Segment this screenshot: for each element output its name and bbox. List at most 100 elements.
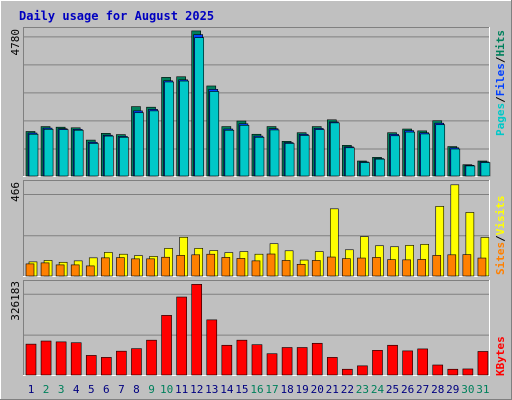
day-label-13: 13: [205, 383, 218, 396]
bar-pages-day-30: [465, 165, 476, 177]
day-label-15: 15: [235, 383, 248, 396]
day-label-7: 7: [118, 383, 125, 396]
day-label-18: 18: [280, 383, 293, 396]
bar-kbytes-day-15: [236, 339, 248, 376]
bar-kbytes-day-19: [296, 347, 308, 376]
bar-pages-day-22: [345, 147, 355, 177]
bar-kbytes-day-14: [221, 344, 233, 376]
bar-sites-day-11: [176, 255, 185, 277]
day-label-1: 1: [28, 383, 35, 396]
day-label-2: 2: [43, 383, 50, 396]
day-label-28: 28: [431, 383, 444, 396]
bar-pages-day-27: [420, 133, 430, 177]
bar-kbytes-day-8: [131, 348, 142, 376]
day-label-21: 21: [326, 383, 339, 396]
bar-kbytes-day-20: [311, 342, 323, 376]
bar-pages-day-19: [299, 135, 310, 177]
bar-sites-day-13: [206, 253, 216, 277]
bar-kbytes-day-16: [251, 344, 263, 376]
bar-pages-day-10: [164, 81, 174, 177]
legend-mid: Sites/Visits: [494, 196, 507, 276]
bar-pages-day-12: [194, 37, 205, 177]
bar-kbytes-day-6: [101, 357, 112, 376]
bar-sites-day-2: [40, 262, 50, 277]
legend-sep-1: /: [494, 96, 507, 103]
day-label-5: 5: [88, 383, 95, 396]
bar-kbytes-day-27: [417, 348, 428, 376]
bar-sites-day-10: [161, 256, 170, 277]
bar-kbytes-day-2: [40, 340, 52, 376]
bar-pages-day-15: [239, 125, 250, 177]
day-label-11: 11: [175, 383, 188, 396]
day-label-20: 20: [311, 383, 324, 396]
bar-kbytes-day-22: [342, 368, 353, 376]
bar-pages-day-9: [149, 110, 159, 177]
bar-sites-day-16: [251, 260, 261, 277]
day-labels: 1 2 3 4 5 6 7 8 9 10 11 12 13 14 15 16 17 18 19 20 21 22 23 24 2…: [28, 383, 490, 396]
bar-kbytes-day-29: [447, 368, 459, 376]
bar-kbytes-day-13: [206, 319, 218, 376]
bar-kbytes-day-24: [372, 350, 383, 376]
bar-pages-day-14: [224, 129, 235, 177]
visits-sites-panel: [23, 180, 490, 277]
bar-pages-day-13: [209, 91, 220, 177]
bar-pages-day-18: [284, 143, 295, 177]
top-scale-label: 4780: [9, 29, 22, 56]
bar-sites-day-1: [25, 263, 35, 277]
bar-pages-day-11: [179, 80, 189, 177]
day-label-4: 4: [73, 383, 80, 396]
day-label-16: 16: [250, 383, 263, 396]
day-label-6: 6: [103, 383, 110, 396]
day-label-3: 3: [58, 383, 65, 396]
bar-kbytes-day-25: [387, 344, 398, 376]
bar-sites-day-12: [191, 254, 201, 277]
bar-sites-day-19: [296, 263, 306, 277]
day-label-25: 25: [386, 383, 399, 396]
legend-bot: KBytes: [494, 336, 507, 376]
bar-pages-day-29: [450, 148, 461, 177]
bar-sites-day-4: [70, 264, 80, 277]
bar-kbytes-day-1: [25, 343, 37, 376]
bar-pages-day-25: [390, 135, 400, 177]
bar-kbytes-day-26: [402, 350, 413, 376]
bar-kbytes-day-3: [55, 341, 67, 376]
bar-pages-day-21: [329, 122, 340, 177]
day-label-24: 24: [371, 383, 385, 396]
bar-kbytes-day-23: [357, 365, 368, 376]
bar-sites-day-26: [402, 259, 411, 277]
bar-pages-day-1: [28, 133, 39, 177]
bar-pages-day-26: [405, 131, 415, 177]
day-label-31: 31: [476, 383, 489, 396]
bar-pages-day-16: [254, 137, 265, 177]
day-label-19: 19: [296, 383, 309, 396]
bar-kbytes-day-30: [462, 368, 474, 376]
bar-pages-day-4: [73, 129, 84, 177]
bar-sites-day-15: [236, 258, 246, 277]
bar-sites-day-18: [281, 260, 291, 277]
bar-kbytes-day-4: [70, 342, 82, 376]
bar-sites-day-21: [326, 256, 336, 277]
bot-scale-label: 326183: [9, 281, 22, 321]
bar-sites-day-23: [357, 257, 366, 277]
bar-kbytes-day-17: [266, 353, 278, 376]
bar-kbytes-day-10: [161, 315, 172, 376]
legend-top: Pages/Files/Hits: [494, 30, 507, 136]
bar-sites-day-5: [85, 265, 95, 277]
bar-pages-day-6: [104, 135, 114, 177]
bar-sites-day-14: [221, 257, 231, 277]
bar-pages-day-31: [480, 162, 491, 177]
bar-sites-day-20: [311, 260, 321, 277]
bar-pages-day-5: [88, 143, 99, 177]
bar-sites-day-28: [432, 255, 442, 277]
chart-title: Daily usage for August 2025: [19, 9, 214, 23]
bar-pages-day-20: [314, 129, 325, 177]
bar-sites-day-8: [131, 258, 140, 277]
day-label-27: 27: [416, 383, 429, 396]
day-label-23: 23: [356, 383, 369, 396]
bar-sites-day-22: [342, 258, 351, 277]
day-label-30: 30: [461, 383, 474, 396]
bar-sites-day-24: [372, 257, 381, 277]
kbytes-panel: [23, 280, 490, 376]
bar-kbytes-day-11: [176, 296, 187, 376]
